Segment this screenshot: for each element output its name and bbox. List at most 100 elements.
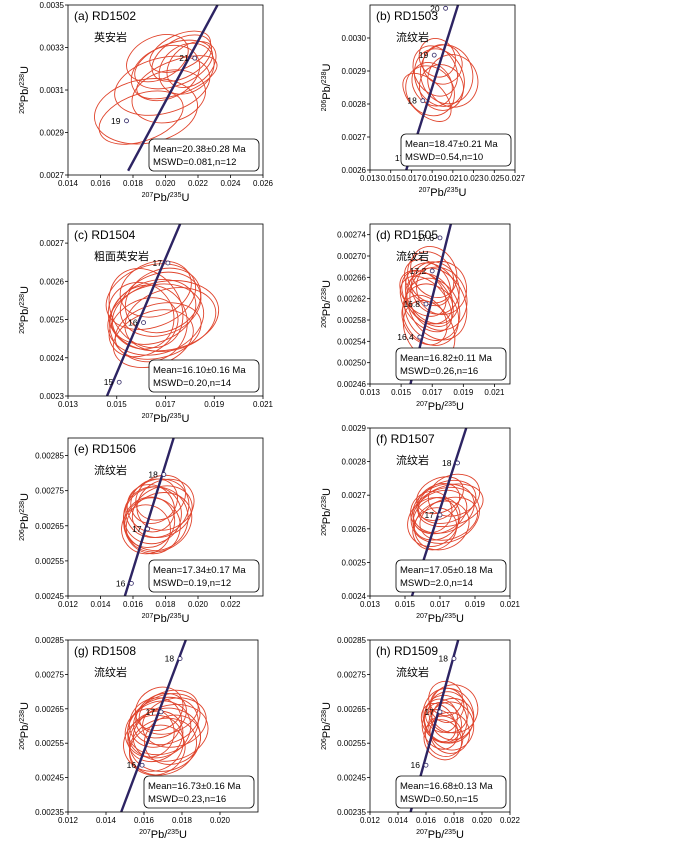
- error-ellipse: [114, 302, 202, 360]
- age-marker-label: 16.8: [403, 299, 420, 309]
- y-axis-label: 206Pb/238U: [321, 280, 333, 328]
- error-ellipse: [416, 260, 468, 316]
- error-ellipse: [407, 497, 459, 547]
- age-marker-label: 17: [425, 510, 435, 520]
- x-axis-label: 207Pb/235U: [142, 192, 190, 204]
- y-tick-label: 0.00285: [35, 452, 64, 461]
- error-ellipse: [126, 484, 176, 533]
- age-marker-label: 16: [128, 318, 138, 328]
- y-tick-label: 0.00255: [35, 557, 64, 566]
- y-tick-label: 0.0029: [40, 129, 65, 138]
- age-marker-dot: [158, 709, 164, 715]
- panel-title: (d) RD1505: [376, 228, 438, 242]
- age-marker-dot: [451, 656, 457, 661]
- error-ellipse: [428, 701, 475, 751]
- error-ellipse: [138, 689, 199, 735]
- x-tick-label: 0.014: [96, 816, 117, 825]
- y-tick-label: 0.00265: [35, 522, 64, 531]
- rock-type-label: 流纹岩: [94, 463, 127, 477]
- y-tick-label: 0.0028: [342, 100, 367, 109]
- x-tick-label: 0.013: [360, 600, 381, 609]
- x-axis-label: 207Pb/235U: [142, 613, 190, 625]
- x-tick-label: 0.019: [465, 600, 486, 609]
- age-marker-dot: [429, 268, 435, 274]
- y-tick-label: 0.0025: [40, 316, 65, 325]
- age-marker-label: 16.4: [397, 332, 414, 342]
- age-marker-dot: [161, 472, 167, 477]
- ellipse-group: [105, 260, 220, 368]
- error-ellipse: [411, 62, 453, 107]
- x-axis-label: 207Pb/235U: [416, 829, 464, 840]
- x-tick-label: 0.019: [453, 388, 474, 397]
- mean-age-text: Mean=16.73±0.16 Ma: [148, 781, 241, 792]
- age-marker-dot: [165, 260, 171, 266]
- error-ellipse: [405, 65, 455, 117]
- error-ellipse: [124, 287, 217, 352]
- rock-type-label: 流纹岩: [396, 30, 429, 44]
- error-ellipse: [111, 280, 220, 352]
- age-marker-dot: [437, 512, 443, 518]
- panel-title: (c) RD1504: [74, 228, 136, 242]
- x-tick-label: 0.016: [134, 816, 155, 825]
- y-tick-label: 0.0027: [40, 239, 65, 248]
- y-axis-label: 206Pb/238U: [19, 286, 31, 334]
- mswd-text: MSWD=0.50,n=15: [400, 794, 478, 805]
- age-marker-dot: [423, 301, 429, 307]
- error-ellipse: [108, 268, 184, 349]
- y-tick-label: 0.00275: [35, 670, 64, 679]
- error-ellipse: [422, 687, 475, 744]
- x-tick-label: 0.017: [430, 600, 451, 609]
- y-tick-label: 0.00235: [35, 808, 64, 817]
- mean-age-text: Mean=17.34±0.17 Ma: [153, 565, 246, 576]
- y-tick-label: 0.0030: [342, 34, 367, 43]
- y-tick-label: 0.0027: [40, 171, 65, 180]
- y-axis-label: 206Pb/238U: [19, 493, 31, 541]
- stats-box: [400, 133, 512, 167]
- age-marker-label: 18: [407, 96, 417, 106]
- error-ellipse: [404, 277, 461, 341]
- age-marker-label: 18: [148, 470, 158, 480]
- error-ellipse: [166, 41, 217, 88]
- y-tick-label: 0.00250: [337, 359, 366, 368]
- age-marker-dot: [455, 460, 460, 466]
- error-ellipse: [119, 260, 192, 318]
- error-ellipse: [109, 284, 188, 363]
- x-tick-label: 0.012: [58, 816, 79, 825]
- error-ellipse: [402, 72, 452, 122]
- error-ellipse: [407, 251, 455, 304]
- ellipse-group: [94, 30, 218, 145]
- x-tick-label: 0.015: [381, 174, 402, 183]
- y-tick-label: 0.00245: [337, 774, 366, 783]
- x-tick-label: 0.014: [90, 600, 111, 609]
- error-ellipse: [124, 267, 202, 334]
- error-ellipse: [127, 700, 192, 759]
- y-tick-label: 0.0026: [342, 166, 367, 175]
- age-marker-dot: [423, 762, 429, 768]
- panel-title: (h) RD1509: [376, 644, 438, 658]
- y-tick-label: 0.00285: [337, 636, 366, 645]
- age-marker-label: 20: [430, 3, 440, 13]
- x-tick-label: 0.018: [123, 179, 144, 188]
- error-ellipse: [128, 697, 182, 748]
- error-ellipse: [135, 692, 187, 739]
- x-tick-label: 0.020: [472, 816, 493, 825]
- y-tick-label: 0.0035: [40, 1, 65, 10]
- y-tick-label: 0.0024: [342, 592, 367, 601]
- error-ellipse: [98, 90, 184, 145]
- ellipse-group: [402, 38, 479, 122]
- panel-c: 15 16 17 0.013 0.015 0.017 0.019 0.021 0.0023 0.0…: [19, 223, 274, 425]
- mean-age-text: Mean=16.82±0.11 Ma: [400, 353, 493, 364]
- stats-box: [143, 775, 255, 809]
- x-tick-label: 0.019: [422, 174, 443, 183]
- mswd-text: MSWD=0.19,n=12: [153, 578, 231, 589]
- error-ellipse: [131, 485, 193, 538]
- error-ellipse: [107, 281, 175, 350]
- age-marker-label: 17: [132, 524, 142, 534]
- rock-type-label: 流纹岩: [396, 453, 429, 467]
- age-marker-label: 18: [439, 654, 449, 664]
- x-tick-label: 0.026: [253, 179, 274, 188]
- y-tick-label: 0.00265: [337, 705, 366, 714]
- age-marker-dot: [192, 55, 198, 61]
- mean-age-text: Mean=16.68±0.13 Ma: [400, 781, 493, 792]
- error-ellipse: [136, 478, 195, 531]
